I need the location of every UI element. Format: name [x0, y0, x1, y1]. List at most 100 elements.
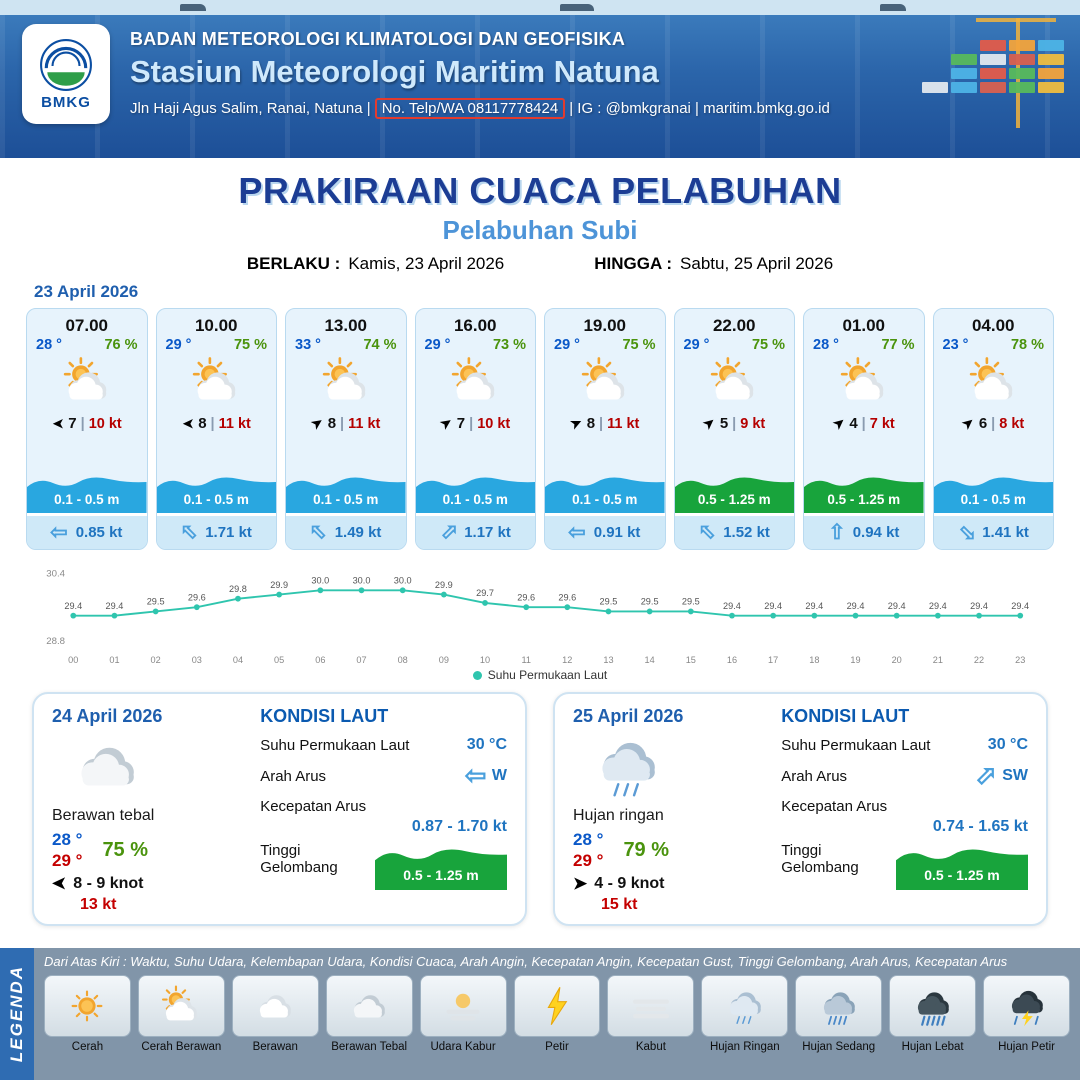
card-weather-icon [965, 354, 1021, 414]
current-direction-icon: ⇧ [968, 757, 1005, 795]
current-direction-icon: ⇧ [828, 521, 846, 544]
legend-item-label: Hujan Lebat [901, 1041, 964, 1053]
card-current-row: ⇧ 1.49 kt [286, 513, 406, 549]
card-temperature: 29 ° [165, 337, 192, 353]
wind-direction-icon: ➤ [51, 415, 65, 432]
wave-height-value: 0.5 - 1.25 m [697, 492, 771, 507]
svg-text:17: 17 [768, 655, 778, 665]
legend-item-label: Hujan Petir [998, 1041, 1055, 1053]
card-time: 01.00 [842, 316, 886, 335]
wind-direction-icon: ➤ [699, 412, 720, 435]
svg-text:18: 18 [809, 655, 819, 665]
wind-direction-icon: ➤ [52, 874, 67, 893]
sst-value: 30 °C [987, 736, 1028, 753]
wave-shape-icon [933, 477, 1053, 513]
daily-summary-row: 24 April 2026 Berawan tebal 28 ° 29 ° 75… [0, 682, 1080, 926]
current-speed-value: 0.74 - 1.65 kt [932, 818, 1028, 835]
card-temp-humidity-row: 33 ° 74 % [286, 336, 406, 353]
current-speed-label: Kecepatan Arus [260, 798, 367, 815]
day-temps: 28 ° 29 ° 75 % [52, 829, 252, 872]
svg-text:29.7: 29.7 [476, 588, 494, 598]
phone-number: No. Telp/WA 08117778424 [374, 98, 566, 119]
legend-tile [889, 975, 977, 1037]
hujan-lebat-icon [917, 992, 949, 1026]
wind-gust-separator: | [991, 415, 996, 432]
page-title: PRAKIRAAN CUACA PELABUHAN [238, 170, 842, 211]
card-time: 07.00 [65, 316, 109, 335]
cerah-berawan-icon [162, 985, 198, 1021]
header-sky-strip [0, 0, 1080, 15]
sst-row: Suhu Permukaan Laut 30 °C [781, 736, 1028, 754]
day-gust: 15 kt [601, 895, 638, 913]
wind-direction-icon: ➤ [828, 412, 850, 435]
day-condition: Berawan tebal [52, 807, 155, 824]
day-temps: 28 ° 29 ° 79 % [573, 829, 773, 872]
svg-text:29.4: 29.4 [106, 601, 124, 611]
wave-shape-icon [415, 477, 535, 513]
sst-chart-section: 30.4 28.8 29.4 00 29.4 01 29.5 02 29.6 03 29.8 04 29… [0, 550, 1080, 682]
cerah-icon [72, 990, 103, 1022]
card-wind-row: ➤ 7 | 10 kt [436, 413, 510, 434]
day-wind: ➤ 4 - 9 knot [573, 875, 773, 893]
svg-text:29.5: 29.5 [600, 597, 618, 607]
wave-height-band: 0.5 - 1.25 m [804, 471, 924, 513]
svg-text:19: 19 [850, 655, 860, 665]
legend-marker-icon [472, 670, 482, 680]
svg-text:06: 06 [315, 655, 325, 665]
valid-from-label: BERLAKU : [246, 254, 341, 273]
cerah-berawan-icon [970, 357, 1013, 400]
day-temp-min: 28 ° [573, 830, 604, 849]
cerah-berawan-icon [452, 357, 495, 400]
wave-shape-icon [286, 477, 406, 513]
svg-text:29.9: 29.9 [270, 580, 288, 590]
wind-gust-separator: | [599, 415, 604, 432]
wave-height-label: Tinggi Gelombang [260, 842, 338, 876]
card-wind-row: ➤ 6 | 8 kt [958, 412, 1024, 435]
wave-height-label: Tinggi Gelombang [781, 842, 859, 876]
card-temperature: 23 ° [942, 337, 969, 353]
wind-direction-icon: ➤ [958, 412, 979, 435]
legend-tile [607, 975, 695, 1037]
valid-from: BERLAKU : Kamis, 23 April 2026 [247, 254, 504, 274]
card-weather-icon [706, 354, 762, 414]
wave-height-band: 0.1 - 0.5 m [545, 471, 665, 513]
sst-row: Suhu Permukaan Laut 30 °C [260, 736, 507, 754]
station-name: Stasiun Meteorologi Maritim Natuna [130, 54, 659, 89]
wave-height-value: 0.1 - 0.5 m [54, 492, 120, 507]
wave-height-band: 0.1 - 0.5 m [27, 471, 147, 513]
svg-text:23: 23 [1015, 655, 1025, 665]
wind-gust-separator: | [469, 415, 474, 432]
current-direction-value: SW [1002, 767, 1028, 784]
current-speed: 0.91 kt [593, 524, 641, 541]
bmkg-logo-label: BMKG [41, 93, 91, 111]
wave-height-band: 0.1 - 0.5 m [286, 471, 406, 513]
forecast-card: 22.00 29 ° 75 % ➤ 5 | 9 kt 0.5 - 1.25 m … [673, 308, 795, 550]
legend-side-label: LEGENDA [7, 965, 26, 1063]
card-time: 16.00 [453, 316, 497, 335]
svg-text:21: 21 [933, 655, 943, 665]
legend-item: Cerah [44, 975, 131, 1053]
card-temp-humidity-row: 29 ° 75 % [545, 336, 665, 353]
cerah-berawan-icon [840, 357, 883, 400]
legend-tile [419, 975, 507, 1037]
title-section: PRAKIRAAN CUACA PELABUHAN Pelabuhan Subi… [0, 158, 1080, 274]
current-direction-label: Arah Arus [260, 767, 327, 785]
legend-item-label: Hujan Sedang [802, 1041, 876, 1053]
day-temp-min: 28 ° [52, 830, 83, 849]
cerah-berawan-icon [193, 357, 236, 400]
svg-text:29.6: 29.6 [188, 592, 206, 602]
forecast-card: 01.00 28 ° 77 % ➤ 4 | 7 kt 0.5 - 1.25 m … [803, 308, 925, 550]
cerah-berawan-icon [581, 357, 624, 400]
svg-text:14: 14 [645, 655, 655, 665]
card-weather-icon [188, 354, 244, 414]
wave-shape-icon [896, 849, 1028, 890]
wind-direction-icon: ➤ [307, 412, 328, 435]
svg-text:11: 11 [521, 655, 531, 665]
hujan-petir-icon [1011, 990, 1043, 1027]
chart-legend: Suhu Permukaan Laut [26, 668, 1054, 682]
forecast-card: 07.00 28 ° 76 % ➤ 7 | 10 kt 0.1 - 0.5 m … [26, 308, 148, 550]
svg-text:30.4: 30.4 [46, 568, 65, 579]
card-weather-icon [577, 354, 633, 414]
wind-speed: 4 [849, 415, 858, 432]
